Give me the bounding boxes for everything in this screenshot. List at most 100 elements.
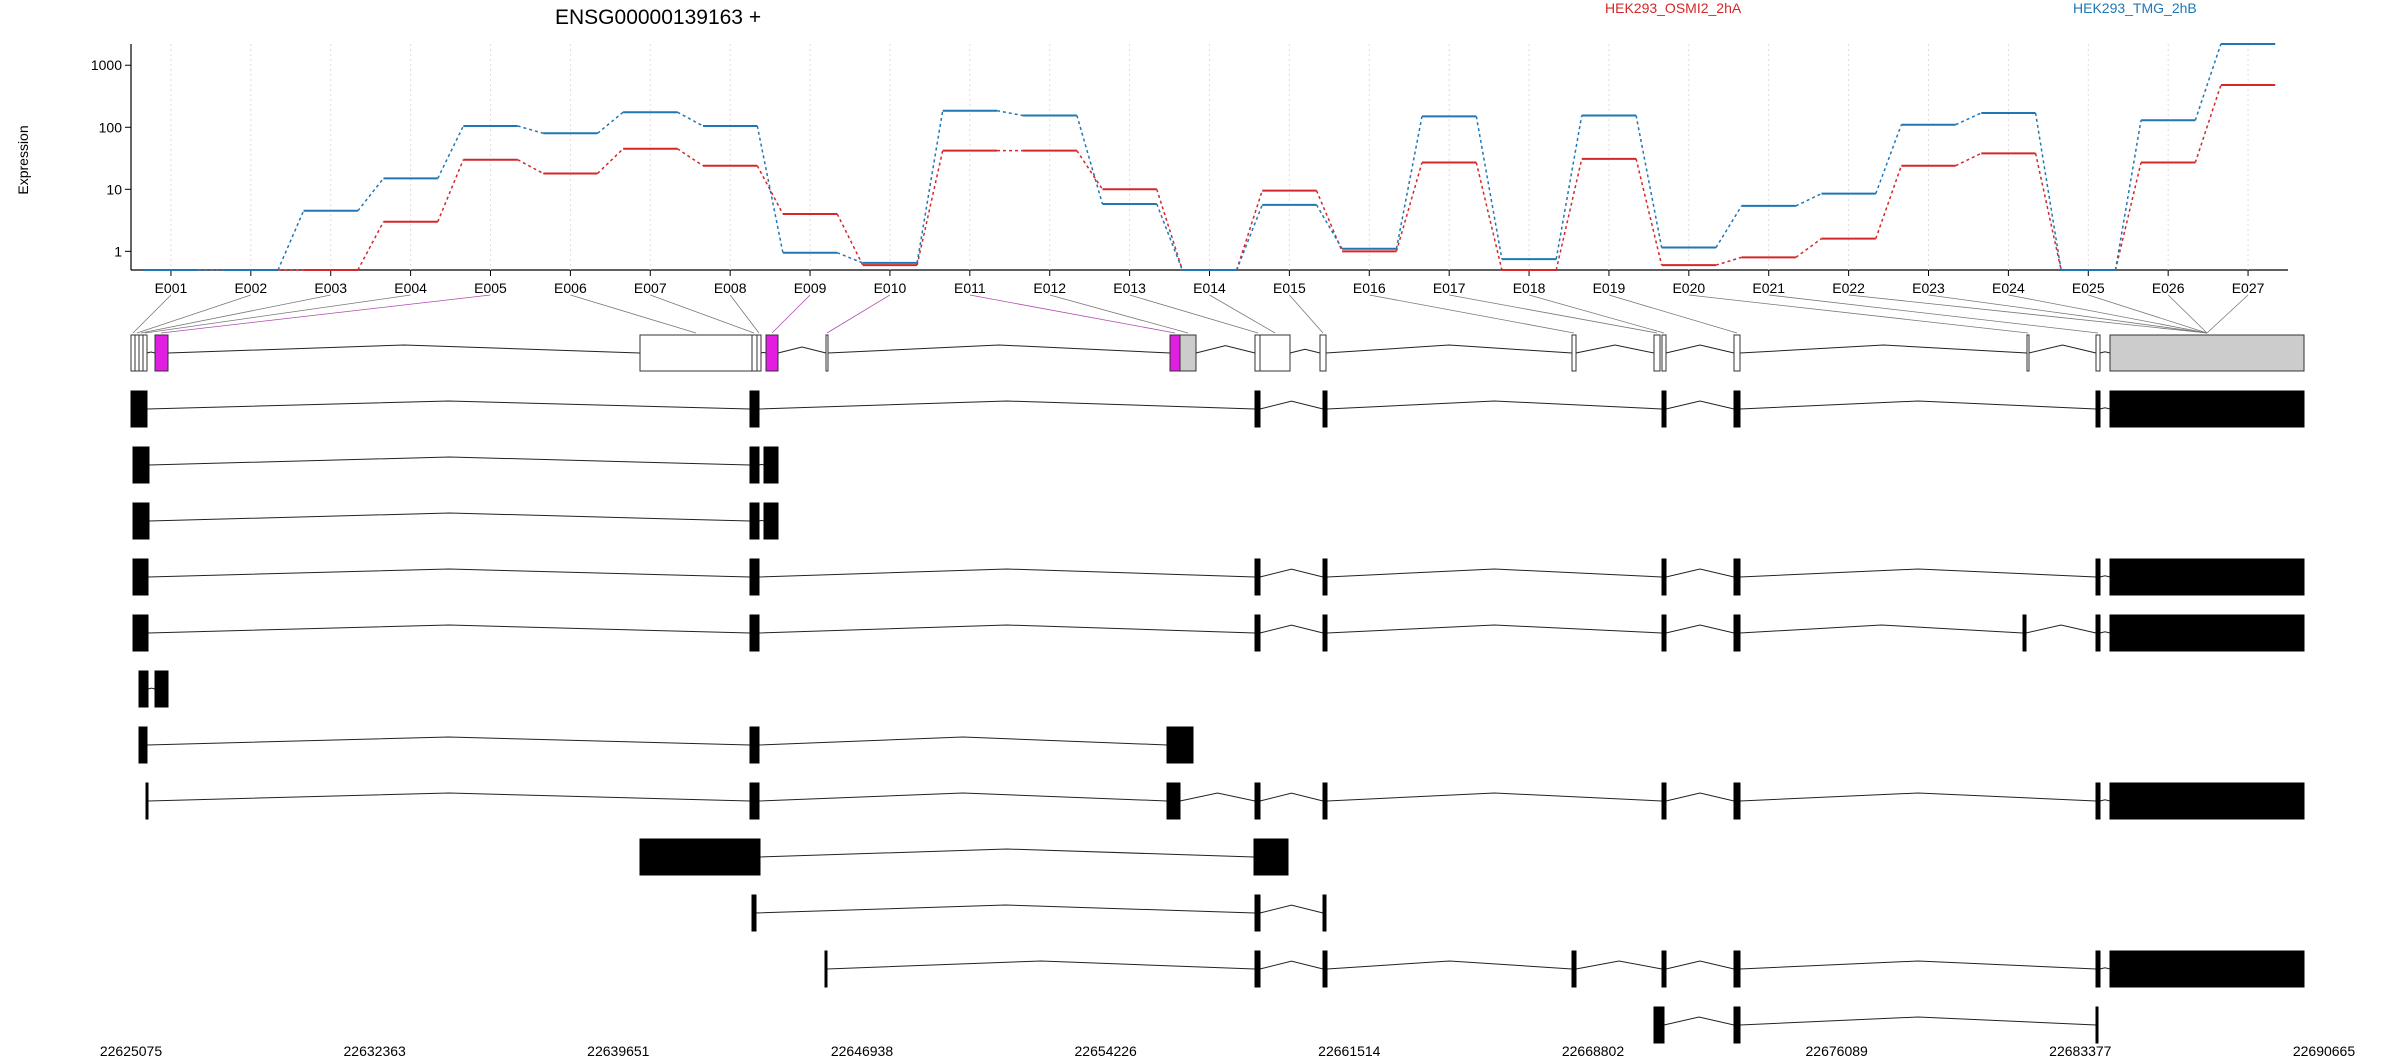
exon-block xyxy=(1322,558,1328,596)
intron-line xyxy=(2099,631,2111,634)
series-connector xyxy=(2034,153,2062,271)
legend-entry-tmg: HEK293_TMG_2hB xyxy=(2073,0,2197,16)
intron-line xyxy=(1259,792,1324,802)
series-connector xyxy=(517,159,544,175)
intron-line xyxy=(2099,575,2111,578)
series-connector xyxy=(437,125,465,179)
intron-line xyxy=(759,848,1255,858)
transcript-4 xyxy=(132,558,2305,596)
exon-block xyxy=(1571,334,1577,372)
series-connector xyxy=(677,148,704,167)
exon-block xyxy=(756,334,762,372)
intron-line xyxy=(1195,345,1256,354)
flattened-exon-model xyxy=(130,334,2305,372)
exon-block xyxy=(132,614,149,652)
exon-block xyxy=(1253,838,1289,876)
series-connector xyxy=(597,148,624,175)
genomic-coordinate-label: 22668802 xyxy=(1562,1043,1625,1059)
exon-block xyxy=(1322,390,1328,428)
intron-line xyxy=(147,624,751,634)
series-connector xyxy=(1555,115,1583,260)
exon-leader-line xyxy=(1528,294,1665,334)
intron-line xyxy=(1739,1016,2097,1026)
exon-block xyxy=(2095,950,2101,988)
exon-block xyxy=(1254,894,1261,932)
exon-block xyxy=(1166,782,1181,820)
exon-block xyxy=(763,446,779,484)
series-connector xyxy=(1875,165,1903,239)
intron-line xyxy=(1739,792,2097,802)
intron-line xyxy=(1326,624,1663,634)
exon-block xyxy=(1733,950,1741,988)
exon-block xyxy=(1661,334,1667,372)
intron-line xyxy=(826,960,1256,970)
series-connector xyxy=(2194,43,2222,121)
series-connector xyxy=(1475,116,1503,260)
intron-line xyxy=(758,463,765,466)
transcript-6 xyxy=(138,670,169,708)
series-connector xyxy=(1715,256,1742,266)
intron-line xyxy=(2099,351,2111,354)
exon-block xyxy=(138,334,144,372)
exon-block xyxy=(763,502,779,540)
exon-block xyxy=(145,782,149,820)
series-connector xyxy=(2194,84,2222,163)
intron-line xyxy=(758,792,1168,802)
series-connector xyxy=(2114,120,2142,271)
x-tick-label: E022 xyxy=(1832,280,1865,296)
series-1 xyxy=(143,84,2276,271)
exon-block xyxy=(154,670,169,708)
exon-leader-line xyxy=(1928,294,2208,334)
exon-block xyxy=(1653,1006,1665,1044)
exon-block xyxy=(639,838,761,876)
exon-leader-line xyxy=(1608,294,1738,334)
x-tick-label: E019 xyxy=(1593,280,1626,296)
intron-line xyxy=(146,351,156,354)
exon-leader-line xyxy=(1289,294,1324,334)
intron-line xyxy=(758,568,1256,578)
intron-line xyxy=(1575,960,1663,970)
exon-block xyxy=(1571,950,1577,988)
exon-block xyxy=(749,614,760,652)
transcript-1 xyxy=(130,390,2305,428)
exon-leader-line xyxy=(2008,294,2208,334)
exon-leader-line xyxy=(1688,294,2029,334)
series-connector xyxy=(1955,112,1982,126)
series-connector xyxy=(357,221,385,271)
exon-leader-line xyxy=(144,294,411,334)
series-connector xyxy=(1555,158,1583,271)
transcript-5 xyxy=(132,614,2305,652)
exon-block xyxy=(749,726,760,764)
intron-line xyxy=(1665,400,1735,410)
intron-line xyxy=(1259,400,1324,410)
exon-leader-line xyxy=(1129,294,1259,334)
intron-line xyxy=(1665,792,1735,802)
intron-line xyxy=(1665,568,1735,578)
intron-line xyxy=(755,904,1256,914)
exon-block xyxy=(132,558,149,596)
exon-block xyxy=(1661,782,1667,820)
series-connector xyxy=(996,109,1023,117)
transcript-8 xyxy=(145,782,2305,820)
intron-line xyxy=(2099,407,2111,410)
genomic-coordinate-label: 22646938 xyxy=(831,1043,894,1059)
genomic-coordinate-label: 22690665 xyxy=(2293,1043,2356,1059)
series-connector xyxy=(597,111,624,134)
transcript-3 xyxy=(132,502,779,540)
exon-block xyxy=(2022,614,2027,652)
series-2 xyxy=(143,43,2276,271)
exon-leader-line xyxy=(771,294,811,334)
exon-block xyxy=(2109,558,2305,596)
x-tick-label: E011 xyxy=(954,280,986,296)
intron-line xyxy=(147,568,751,578)
intron-line xyxy=(1739,400,2097,410)
exon-block xyxy=(2095,558,2101,596)
x-tick-label: E009 xyxy=(794,280,827,296)
transcript-11 xyxy=(824,950,2305,988)
exon-block xyxy=(1179,334,1197,372)
exon-block xyxy=(1254,782,1261,820)
exon-block xyxy=(138,670,149,708)
genomic-coordinate-label: 22683377 xyxy=(2049,1043,2112,1059)
x-tick-label: E016 xyxy=(1353,280,1386,296)
exon-block xyxy=(749,446,760,484)
